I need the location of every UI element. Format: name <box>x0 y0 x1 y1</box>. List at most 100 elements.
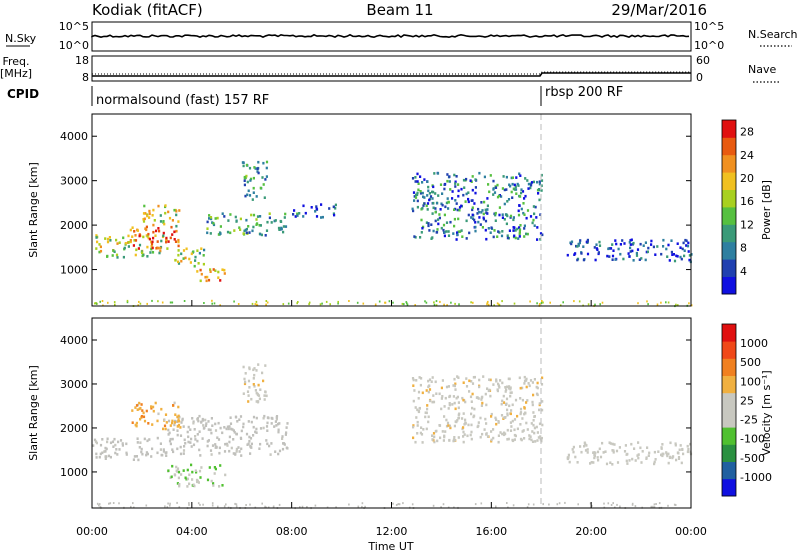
data-cell <box>214 443 217 446</box>
data-cell <box>253 373 256 377</box>
data-cell <box>628 459 631 462</box>
data-cell <box>572 445 575 449</box>
data-cell <box>248 386 251 389</box>
data-cell <box>518 172 521 176</box>
data-cell <box>106 254 109 258</box>
data-cell <box>419 192 423 195</box>
data-cell <box>167 433 170 436</box>
data-cell <box>212 268 215 271</box>
data-cell <box>217 233 220 236</box>
ground-scatter-cell <box>217 505 219 508</box>
freq-trace <box>92 72 691 77</box>
data-cell <box>459 230 462 233</box>
data-cell <box>263 398 266 401</box>
data-cell <box>451 190 454 193</box>
data-cell <box>247 442 250 446</box>
data-cell <box>592 461 595 464</box>
data-cell <box>142 220 146 223</box>
data-cell <box>411 207 414 211</box>
data-cell <box>509 429 513 432</box>
data-cell <box>190 445 193 448</box>
data-cell <box>594 258 597 262</box>
ground-scatter-cell <box>529 300 531 303</box>
data-cell <box>513 234 516 238</box>
data-cell <box>473 414 476 418</box>
colorbar-frame <box>721 119 737 295</box>
data-cell <box>175 229 178 233</box>
data-cell <box>255 218 258 221</box>
data-cell <box>670 239 673 242</box>
data-cell <box>494 211 497 215</box>
data-cell <box>470 423 473 427</box>
xtick-label: 20:00 <box>575 525 607 538</box>
data-cell <box>217 438 221 441</box>
data-cell <box>412 424 415 427</box>
data-cell <box>252 415 256 419</box>
data-cell <box>529 435 532 438</box>
ground-scatter-cell <box>251 302 254 305</box>
ground-scatter-cell <box>337 302 339 305</box>
data-cell <box>223 268 226 272</box>
data-cell <box>662 452 665 456</box>
data-cell <box>503 416 506 419</box>
data-cell <box>601 441 604 445</box>
data-cell <box>598 447 601 451</box>
data-cell <box>497 230 500 233</box>
data-cell <box>194 255 197 259</box>
data-cell <box>521 430 524 433</box>
data-cell <box>517 213 521 217</box>
data-cell <box>270 416 273 420</box>
ground-scatter-cell <box>542 503 544 506</box>
data-cell <box>158 229 161 233</box>
data-cell <box>524 411 527 415</box>
ground-scatter-cell <box>675 303 677 306</box>
data-cell <box>471 392 474 396</box>
ground-scatter-cell <box>513 302 516 305</box>
data-cell <box>486 208 489 211</box>
data-cell <box>277 226 281 230</box>
data-cell <box>315 205 318 208</box>
data-cell <box>159 246 162 250</box>
data-cell <box>134 406 137 409</box>
data-cell <box>443 187 446 191</box>
data-cell <box>508 229 511 232</box>
data-cell <box>150 405 153 408</box>
data-cell <box>453 438 456 442</box>
data-cell <box>173 421 176 424</box>
data-cell <box>177 414 180 418</box>
data-cell <box>334 207 337 210</box>
data-cell <box>281 437 284 440</box>
data-cell <box>477 210 481 214</box>
data-cell <box>593 246 596 249</box>
data-cell <box>653 450 656 454</box>
colorbar-cell <box>722 241 736 260</box>
ground-scatter-cell <box>357 505 360 508</box>
data-cell <box>519 397 522 400</box>
data-cell <box>173 208 176 212</box>
ground-scatter-cell <box>487 303 490 306</box>
data-cell <box>106 240 110 244</box>
data-cell <box>527 182 530 186</box>
data-cell <box>177 220 180 223</box>
data-cell <box>470 199 473 202</box>
data-cell <box>142 411 145 415</box>
data-cell <box>593 453 596 457</box>
ground-scatter-cell <box>435 300 438 302</box>
ground-scatter-cell <box>178 506 181 509</box>
data-cell <box>195 470 198 474</box>
data-cell <box>575 244 578 248</box>
data-cell <box>623 242 626 245</box>
velocity-xaxis: 00:00 04:00 08:00 12:00 16:00 20:00 00:00 <box>76 502 707 538</box>
data-cell <box>254 389 257 392</box>
data-cell <box>148 212 151 216</box>
ground-scatter-cell <box>470 301 472 304</box>
data-cell <box>227 427 230 431</box>
data-cell <box>137 247 140 250</box>
data-cell <box>153 219 156 222</box>
data-cell <box>660 252 663 256</box>
data-cell <box>471 382 475 385</box>
data-cell <box>453 424 456 428</box>
data-cell <box>214 269 217 272</box>
data-cell <box>434 207 437 210</box>
colorbar-cell <box>722 154 736 173</box>
